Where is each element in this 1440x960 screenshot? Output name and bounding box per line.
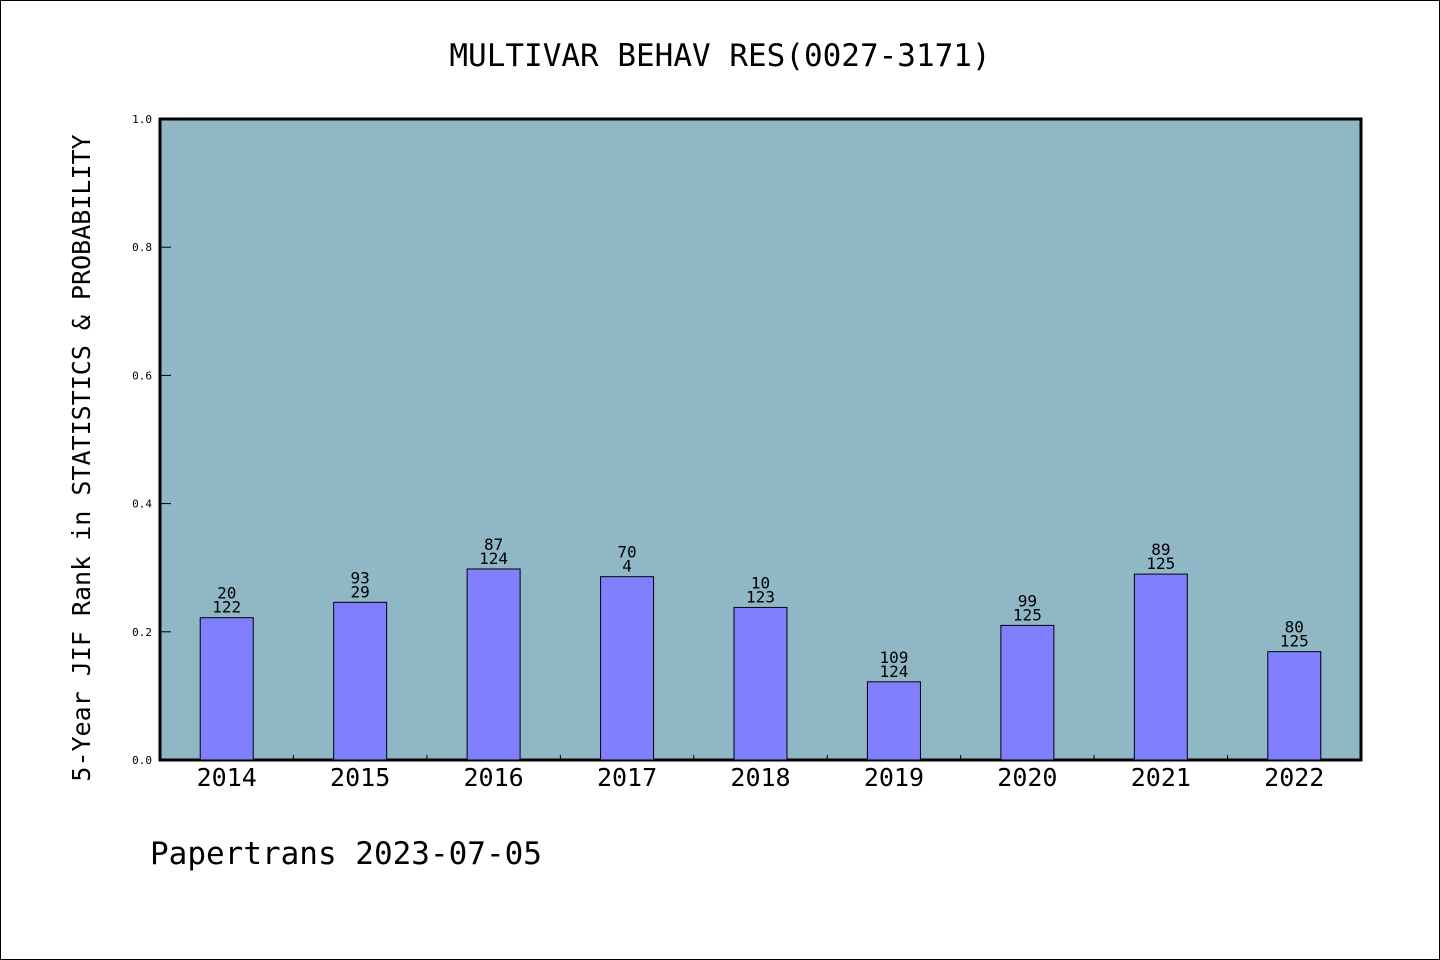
x-tick-label: 2016 — [464, 763, 524, 792]
data-label-bottom: 4 — [622, 557, 632, 576]
y-tick-label: 1.0 — [132, 113, 152, 126]
data-label-top: 87 — [484, 535, 503, 554]
data-label-bottom: 123 — [746, 587, 775, 606]
data-label-top: 109 — [879, 648, 908, 667]
data-label-bottom: 125 — [1280, 632, 1309, 651]
x-tick-label: 2021 — [1131, 763, 1191, 792]
bar-2019 — [866, 681, 921, 761]
x-tick-label: 2019 — [864, 763, 924, 792]
y-axis-ticks: 0.0 0.2 0.4 0.6 0.8 1.0 — [132, 113, 171, 767]
data-label-top: 70 — [617, 543, 636, 562]
x-tick-label: 2015 — [330, 763, 390, 792]
footer-text: Papertrans 2023-07-05 — [150, 836, 542, 872]
x-tick-label: 2017 — [597, 763, 657, 792]
y-tick-label: 0.2 — [132, 626, 152, 639]
data-label-bottom: 124 — [879, 662, 908, 681]
data-label-bottom: 124 — [479, 549, 508, 568]
y-axis-label: 5-Year JIF Rank in STATISTICS & PROBABIL… — [67, 134, 96, 781]
bar-2015 — [333, 601, 388, 761]
bar-2014 — [199, 617, 254, 761]
data-label-top: 99 — [1018, 591, 1037, 610]
y-tick-label: 0.0 — [132, 754, 152, 767]
data-label-top: 10 — [751, 573, 770, 592]
y-tick-label: 0.4 — [132, 498, 152, 511]
bar-2016 — [466, 568, 521, 761]
data-label-bottom: 122 — [212, 598, 241, 617]
bar-2017 — [600, 576, 655, 761]
data-label-top: 80 — [1285, 618, 1304, 637]
chart-title: MULTIVAR BEHAV RES(0027-3171) — [449, 38, 990, 74]
x-axis-ticks: 2014 2015 2016 2017 2018 2019 2020 2021 2022 — [197, 755, 1324, 792]
x-tick-label: 2014 — [197, 763, 257, 792]
data-label-top: 93 — [351, 568, 370, 587]
y-tick-label: 0.8 — [132, 241, 152, 254]
bars — [199, 568, 1322, 761]
bar-2021 — [1133, 573, 1188, 761]
y-tick-label: 0.6 — [132, 369, 152, 382]
x-tick-label: 2020 — [997, 763, 1057, 792]
bar-2022 — [1267, 651, 1322, 761]
bar-2018 — [733, 606, 788, 761]
data-label-bottom: 125 — [1146, 554, 1175, 573]
data-label-top: 20 — [217, 584, 236, 603]
data-label-bottom: 29 — [351, 582, 370, 601]
data-label-top: 89 — [1151, 540, 1170, 559]
data-label-bottom: 125 — [1013, 605, 1042, 624]
bar-2020 — [1000, 624, 1055, 761]
x-tick-label: 2018 — [730, 763, 790, 792]
x-tick-label: 2022 — [1264, 763, 1324, 792]
